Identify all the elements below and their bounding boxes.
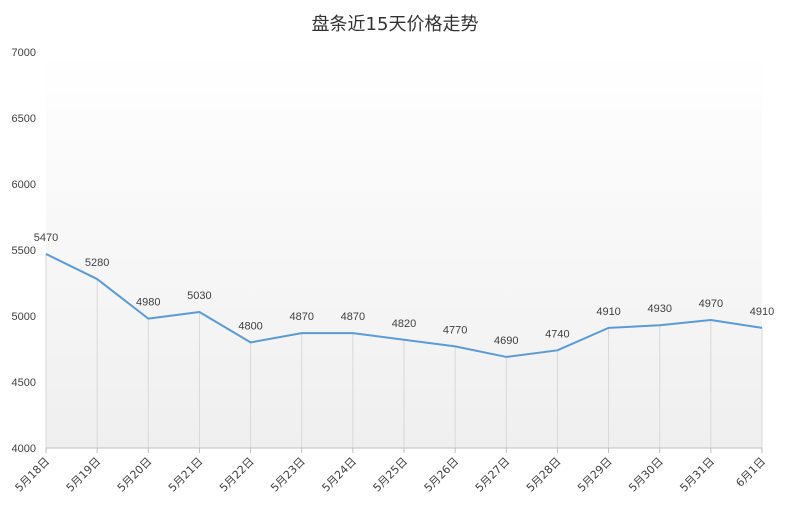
chart-title: 盘条近15天价格走势: [312, 14, 479, 35]
series-line: [45, 253, 763, 358]
x-tick-label: 5月29日: [575, 455, 615, 495]
y-tick-label: 6500: [12, 113, 36, 125]
x-tick-label: 5月30日: [626, 455, 666, 495]
x-tick-label: 5月26日: [422, 455, 462, 495]
data-label: 4870: [341, 311, 365, 323]
drop-lines: [45, 253, 763, 448]
x-tick-label: 5月21日: [166, 455, 206, 495]
data-label: 4690: [494, 335, 518, 347]
x-tick-label: 5月18日: [13, 455, 53, 495]
y-tick-label: 6000: [12, 179, 36, 191]
x-tick-label: 5月22日: [217, 455, 257, 495]
data-label: 5470: [34, 232, 58, 244]
data-label: 4770: [443, 324, 467, 336]
y-tick-label: 7000: [12, 47, 36, 59]
y-tick-label: 4000: [12, 443, 36, 455]
y-tick-label: 5500: [12, 245, 36, 257]
data-label: 4910: [750, 306, 774, 318]
data-label: 4870: [289, 311, 313, 323]
data-labels: 5470 5280 4980 5030 4800 4870 4870 4820 4770 4690…: [34, 232, 774, 347]
data-label: 5280: [85, 257, 109, 269]
y-tick-label: 4500: [12, 377, 36, 389]
data-label: 4970: [699, 298, 723, 310]
x-tick-label: 5月20日: [115, 455, 155, 495]
data-label: 5030: [187, 290, 211, 302]
data-label: 4930: [647, 303, 671, 315]
data-label: 4910: [596, 306, 620, 318]
data-label: 4800: [238, 320, 262, 332]
x-tick-label: 5月27日: [473, 455, 513, 495]
x-tick-label: 5月24日: [319, 455, 359, 495]
x-tick-label: 5月19日: [64, 455, 104, 495]
x-tick-label: 5月28日: [524, 455, 564, 495]
data-label: 4980: [136, 297, 160, 309]
x-tick-label: 5月23日: [268, 455, 308, 495]
data-label: 4820: [392, 318, 416, 330]
x-tick-label: 5月31日: [677, 455, 717, 495]
data-label: 4740: [545, 328, 569, 340]
y-tick-label: 5000: [12, 311, 36, 323]
x-tick-marks: [45, 448, 763, 453]
x-tick-label: 5月25日: [371, 455, 411, 495]
x-axis-labels: 5月18日 5月19日 5月20日 5月21日 5月22日 5月23日 5月24日 5月25日…: [13, 455, 769, 495]
x-tick-label: 6月1日: [733, 455, 768, 490]
y-axis-ticks: 4000 4500 5000 5500 6000 6500 7000: [12, 47, 36, 455]
